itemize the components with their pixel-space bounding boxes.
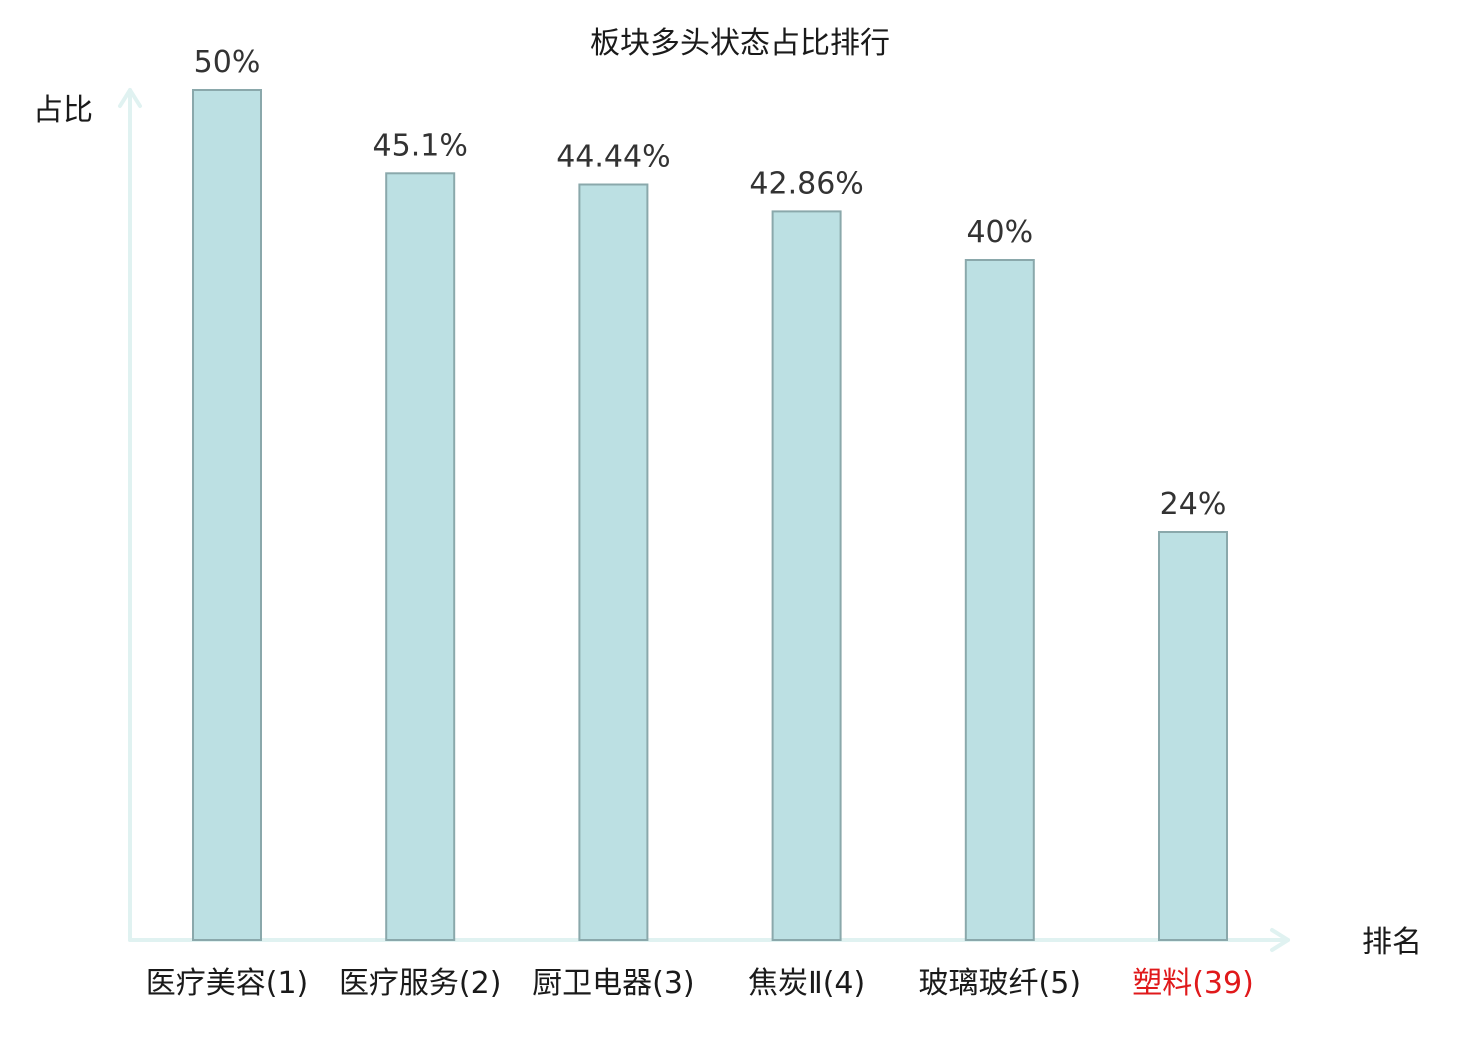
value-label-3: 44.44% xyxy=(556,140,670,175)
category-labels: 医疗美容(1) 医疗服务(2) 厨卫电器(3) 焦炭Ⅱ(4) 玻璃玻纤(5) 塑料(39) xyxy=(146,966,1254,1001)
value-label-6: 24% xyxy=(1160,487,1227,522)
value-labels: 50% 45.1% 44.44% 42.86% 40% 24% xyxy=(194,45,1227,522)
category-label-6: 塑料(39) xyxy=(1132,966,1254,1001)
value-label-1: 50% xyxy=(194,45,261,80)
category-label-4: 焦炭Ⅱ(4) xyxy=(748,966,865,1001)
value-label-2: 45.1% xyxy=(373,128,468,163)
y-axis-arrow xyxy=(118,88,142,108)
value-label-4: 42.86% xyxy=(749,166,863,201)
bars xyxy=(192,89,1228,942)
x-axis-label: 排名 xyxy=(1362,925,1422,960)
bar-5 xyxy=(964,259,1035,941)
bar-4 xyxy=(771,210,842,941)
category-label-3: 厨卫电器(3) xyxy=(532,966,695,1001)
bar-1 xyxy=(192,89,262,941)
bar-6 xyxy=(1158,531,1228,941)
chart-title: 板块多头状态占比排行 xyxy=(590,26,890,61)
axes xyxy=(118,88,1290,952)
bar-3 xyxy=(578,183,649,941)
y-axis-label: 占比 xyxy=(33,93,93,128)
x-axis-arrow xyxy=(1270,928,1290,952)
value-label-5: 40% xyxy=(966,215,1033,250)
bar-2 xyxy=(385,172,456,942)
category-label-1: 医疗美容(1) xyxy=(146,966,309,1001)
category-label-5: 玻璃玻纤(5) xyxy=(919,966,1082,1001)
category-label-2: 医疗服务(2) xyxy=(339,966,502,1001)
